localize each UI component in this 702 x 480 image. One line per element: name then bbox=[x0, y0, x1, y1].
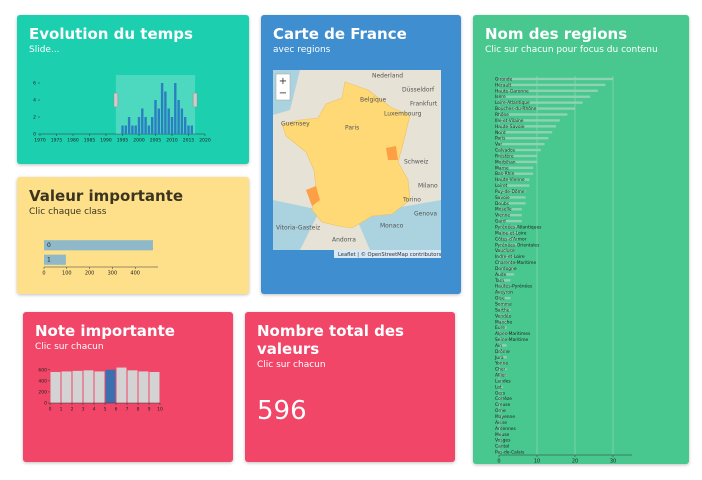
card-title: Nombre total des valeurs bbox=[257, 322, 404, 358]
card-subtitle: Slide... bbox=[29, 45, 60, 55]
card-title: Valeur importante bbox=[29, 187, 184, 205]
card-total[interactable]: Nombre total des valeurs Clic sur chacun… bbox=[245, 312, 455, 462]
card-title: Evolution du temps bbox=[29, 25, 193, 43]
card-map[interactable]: Carte de France avec regions bbox=[261, 15, 461, 294]
card-subtitle: Clic chaque class bbox=[29, 207, 107, 217]
total-value: 596 bbox=[257, 396, 307, 426]
card-regions[interactable]: Nom des regions Clic sur chacun pour foc… bbox=[473, 15, 689, 464]
card-title: Carte de France bbox=[273, 25, 407, 43]
card-title: Nom des regions bbox=[485, 25, 628, 43]
card-subtitle: Clic sur chacun pour focus du contenu bbox=[485, 45, 658, 55]
card-time[interactable]: Evolution du temps Slide... bbox=[17, 15, 249, 164]
card-subtitle: Clic sur chacun bbox=[257, 360, 326, 370]
card-note[interactable]: Note importante Clic sur chacun bbox=[23, 312, 233, 462]
card-subtitle: avec regions bbox=[273, 45, 331, 55]
card-value[interactable]: Valeur importante Clic chaque class bbox=[17, 177, 249, 294]
card-title: Note importante bbox=[35, 322, 175, 340]
card-subtitle: Clic sur chacun bbox=[35, 342, 104, 352]
